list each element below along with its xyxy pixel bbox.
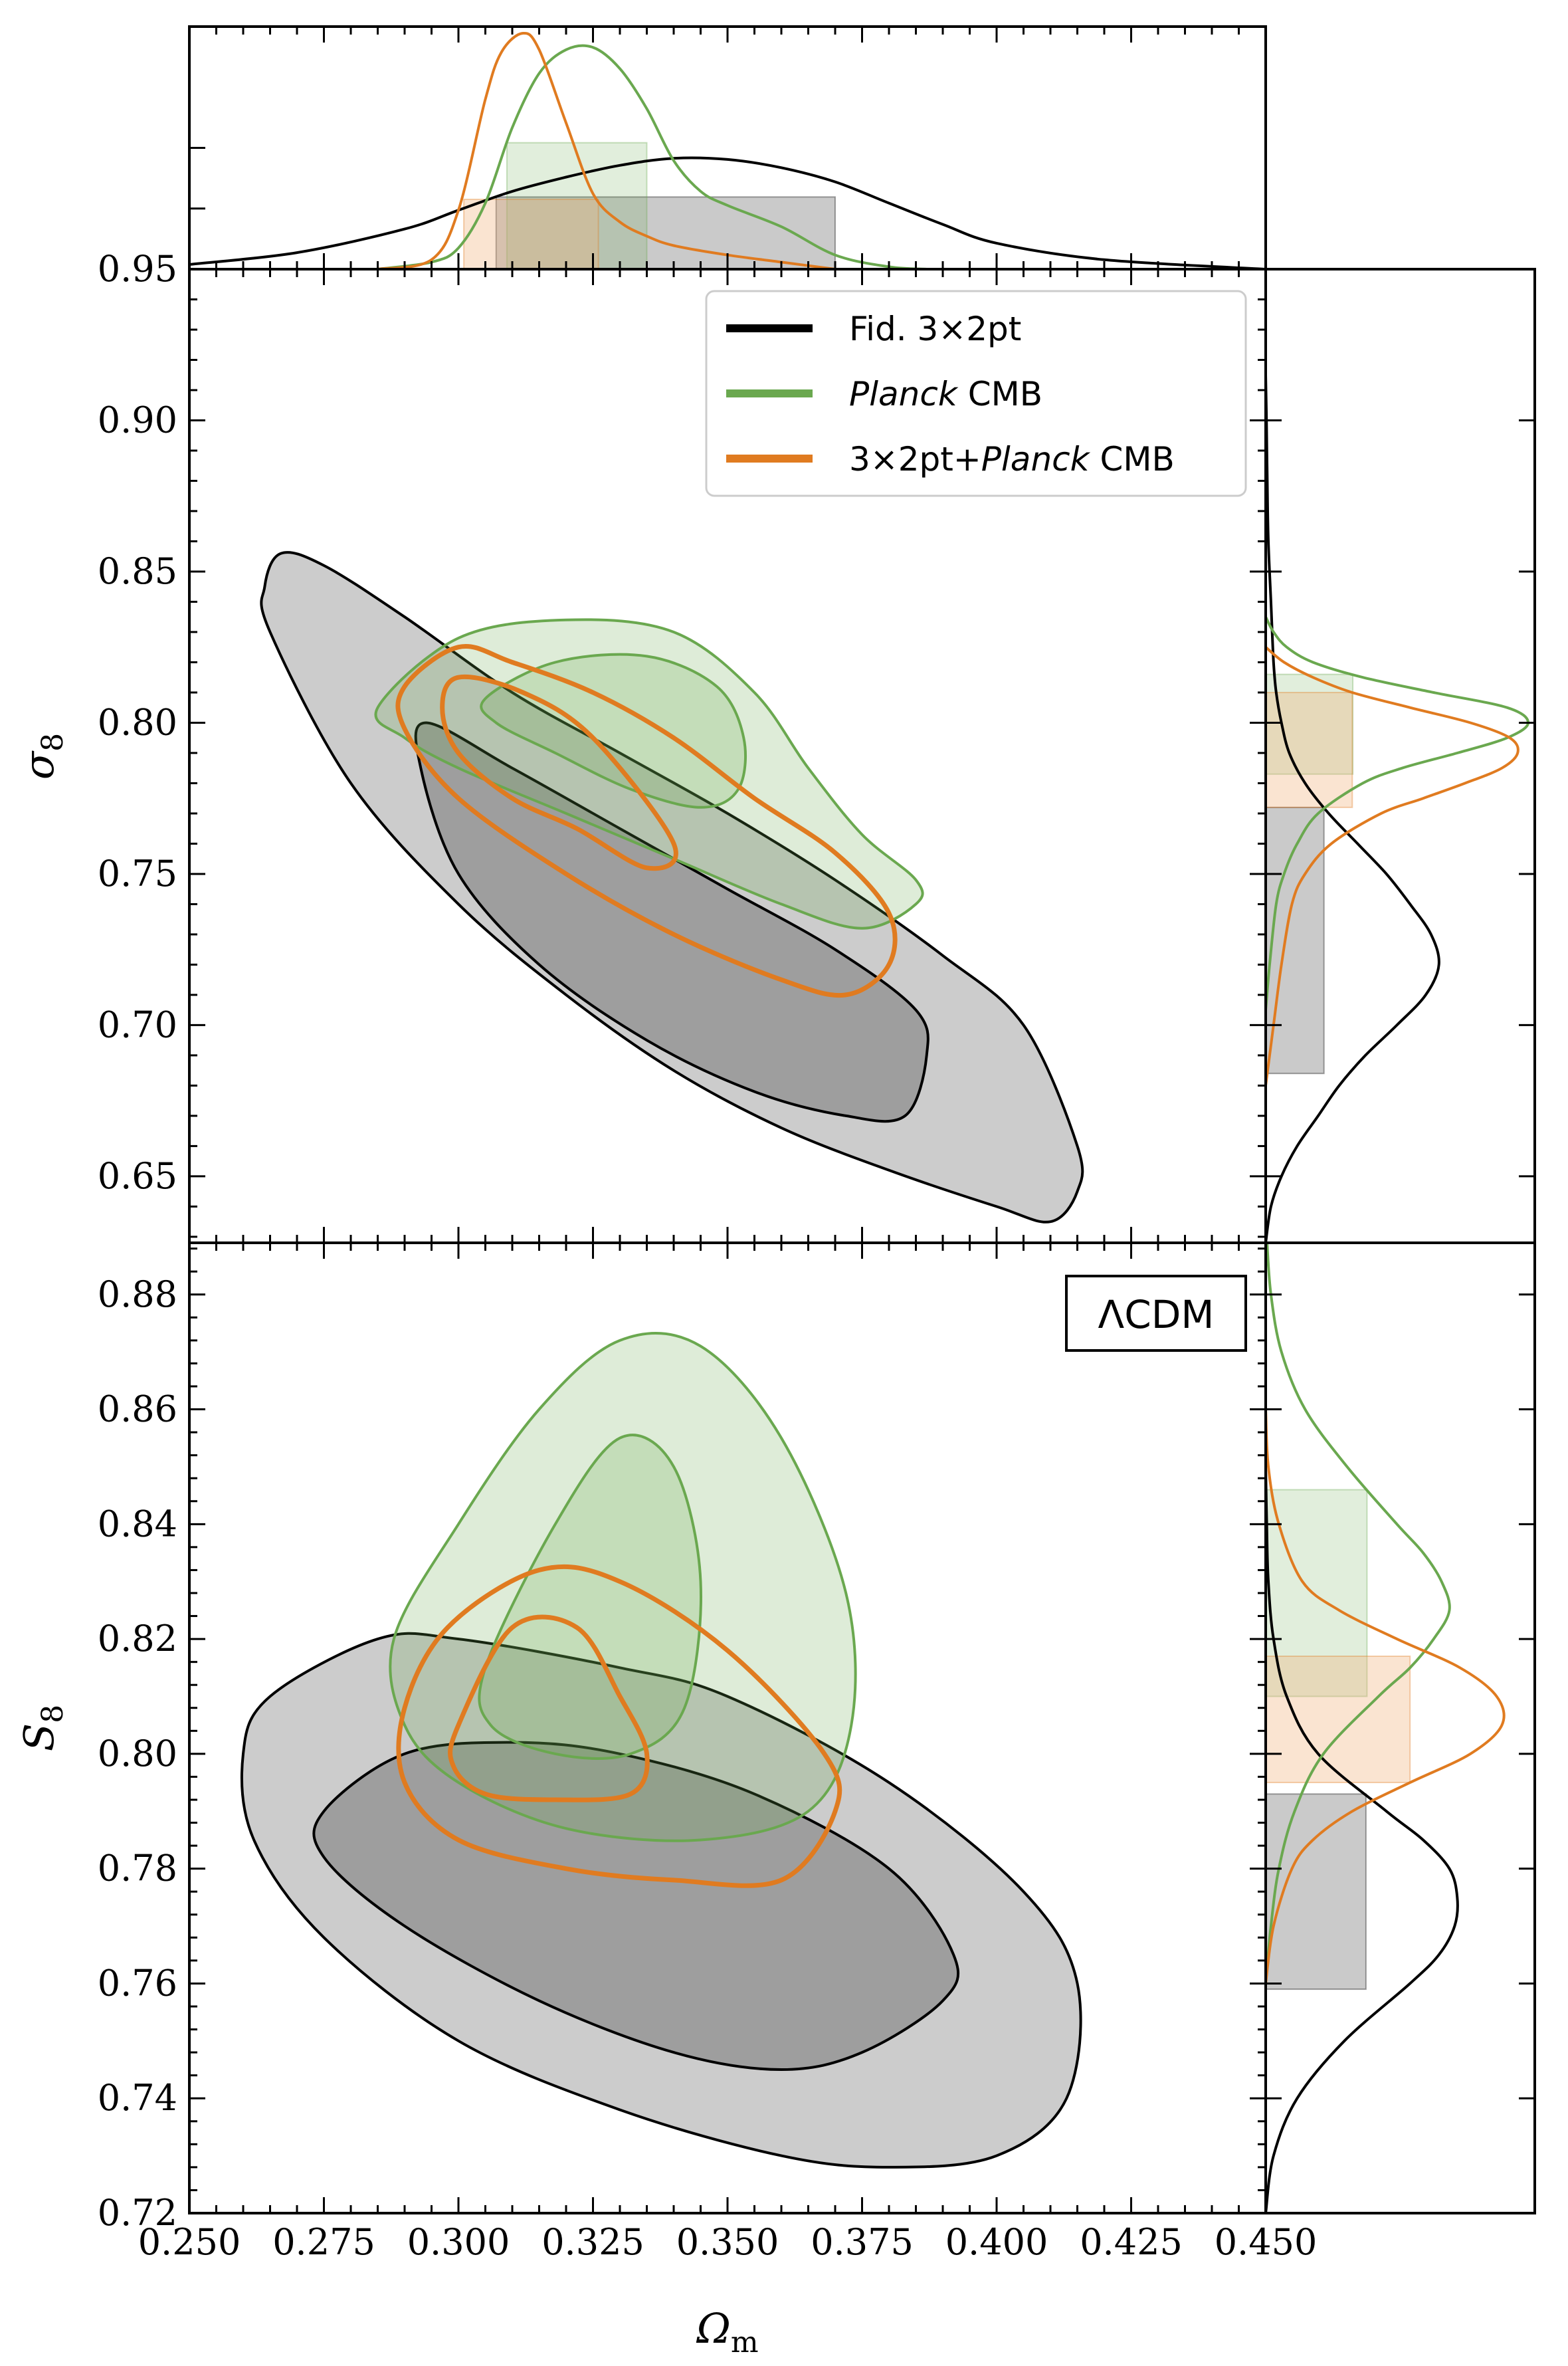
x-tick-label: 0.450 bbox=[1215, 2221, 1318, 2263]
sigma8-marginal-panel bbox=[1264, 268, 1536, 1244]
x-tick-label: 0.250 bbox=[138, 2221, 241, 2263]
S8-contour-comb-95 bbox=[396, 1564, 842, 1888]
x-tick-label: 0.375 bbox=[811, 2221, 914, 2263]
sigma8-band-planck bbox=[1265, 673, 1354, 775]
S8-contour-comb-68 bbox=[448, 1614, 650, 1802]
S8-marginal-planck bbox=[1264, 1242, 1451, 1984]
sigma8-vs-omega-m-panel bbox=[188, 268, 1267, 1244]
om-band-combined bbox=[463, 198, 599, 270]
S8-tick-label: 0.88 bbox=[98, 1273, 177, 1315]
om-marginal-combined bbox=[377, 31, 836, 270]
S8-axis-label: S8 bbox=[15, 1705, 70, 1751]
legend-label-planck: Planck CMB bbox=[849, 375, 1042, 413]
S8-tick-label: 0.78 bbox=[98, 1848, 177, 1889]
sigma8-contour-planck-95 bbox=[374, 618, 924, 930]
x-tick-label: 0.350 bbox=[676, 2221, 779, 2263]
sigma8-tick-label: 0.75 bbox=[98, 853, 177, 895]
S8-tick-label: 0.86 bbox=[98, 1388, 177, 1430]
S8-band-planck bbox=[1265, 1489, 1368, 1697]
S8-contour-fid-68 bbox=[312, 1741, 960, 2071]
sigma8-marginal-fid bbox=[1264, 375, 1440, 1243]
S8-tick-label: 0.72 bbox=[98, 2192, 177, 2234]
sigma8-marginal-combined bbox=[1264, 646, 1519, 1086]
x-tick-label: 0.275 bbox=[272, 2221, 375, 2263]
S8-tick-label: 0.80 bbox=[98, 1733, 177, 1774]
S8-vs-omega-m-panel bbox=[188, 1241, 1267, 2214]
legend-box bbox=[705, 290, 1247, 497]
omega-m-marginal-panel bbox=[188, 25, 1267, 270]
x-tick-label: 0.300 bbox=[407, 2221, 510, 2263]
x-axis-label: Ωm bbox=[696, 2304, 758, 2359]
x-tick-label: 0.425 bbox=[1080, 2221, 1183, 2263]
sigma8-tick-label: 0.70 bbox=[98, 1004, 177, 1045]
sigma8-tick-label: 0.95 bbox=[98, 248, 177, 290]
om-marginal-fid bbox=[189, 156, 1266, 270]
lcdm-label: ΛCDM bbox=[1098, 1292, 1215, 1337]
om-marginal-planck bbox=[377, 44, 927, 270]
S8-marginal-fid bbox=[1264, 1466, 1459, 2214]
sigma8-tick-label: 0.90 bbox=[98, 399, 177, 441]
S8-tick-label: 0.74 bbox=[98, 2077, 177, 2119]
sigma8-contour-comb-95 bbox=[395, 644, 898, 998]
sigma8-marginal-planck bbox=[1264, 616, 1530, 1010]
ticks: 0.250 0.275 0.300 0.325 0.350 0.375 0.400 0.425… bbox=[98, 27, 1535, 2263]
S8-band-fid bbox=[1265, 1793, 1367, 1990]
sigma8-contour-comb-68 bbox=[440, 675, 678, 871]
sigma8-band-fid bbox=[1265, 806, 1325, 1075]
legend-label-combined: 3×2pt+Planck CMB bbox=[849, 440, 1175, 479]
S8-tick-label: 0.84 bbox=[98, 1503, 177, 1545]
sigma8-tick-label: 0.85 bbox=[98, 550, 177, 592]
lcdm-annotation: ΛCDM bbox=[1065, 1275, 1247, 1352]
S8-band-combined bbox=[1265, 1656, 1411, 1784]
sigma8-axis-label: σ8 bbox=[15, 733, 70, 780]
S8-contour-planck-68 bbox=[478, 1434, 702, 1760]
x-tick-label: 0.325 bbox=[541, 2221, 644, 2263]
legend-label-fid: Fid. 3×2pt bbox=[849, 310, 1021, 348]
x-axis-label-text: Ωm bbox=[696, 2304, 758, 2359]
sigma8-contour-fid-68 bbox=[414, 721, 930, 1123]
S8-marginal-panel bbox=[1264, 1241, 1536, 2214]
legend: Fid. 3×2pt Planck CMB 3×2pt+Planck CMB bbox=[705, 290, 1247, 497]
S8-contour-planck-95 bbox=[389, 1331, 857, 1842]
S8-marginal-combined bbox=[1264, 1409, 1506, 1984]
sigma8-tick-label: 0.65 bbox=[98, 1155, 177, 1197]
S8-tick-label: 0.82 bbox=[98, 1618, 177, 1660]
lcdm-box bbox=[1065, 1275, 1247, 1352]
x-tick-label: 0.400 bbox=[945, 2221, 1048, 2263]
S8-tick-label: 0.76 bbox=[98, 1962, 177, 2004]
sigma8-tick-label: 0.80 bbox=[98, 701, 177, 743]
om-band-fid bbox=[495, 196, 836, 270]
